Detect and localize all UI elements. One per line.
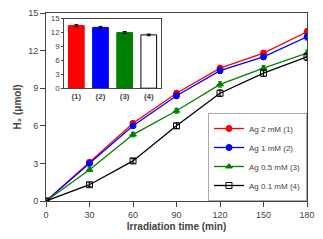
svg-text:0: 0: [33, 196, 38, 206]
svg-text:Ag 1 mM (2): Ag 1 mM (2): [249, 144, 293, 153]
svg-text:9: 9: [33, 83, 38, 93]
svg-text:90: 90: [171, 210, 181, 220]
svg-text:12: 12: [28, 46, 38, 56]
svg-text:(4): (4): [144, 92, 154, 101]
svg-text:Ag 0.5 mM (3): Ag 0.5 mM (3): [249, 163, 300, 172]
svg-text:3: 3: [55, 70, 60, 79]
svg-text:15: 15: [28, 8, 38, 18]
svg-text:(2): (2): [96, 92, 106, 101]
svg-text:0: 0: [43, 210, 48, 220]
svg-text:3: 3: [33, 159, 38, 169]
svg-text:180: 180: [299, 210, 314, 220]
svg-text:12: 12: [51, 28, 60, 37]
svg-text:150: 150: [256, 210, 271, 220]
svg-text:15: 15: [51, 14, 60, 23]
svg-text:120: 120: [212, 210, 227, 220]
svg-text:Ag 0.1 mM (4): Ag 0.1 mM (4): [249, 182, 300, 191]
svg-text:6: 6: [55, 56, 60, 65]
svg-text:Irradiation time (min): Irradiation time (min): [127, 221, 226, 232]
svg-text:60: 60: [128, 210, 138, 220]
svg-text:H₂ (μmol): H₂ (μmol): [12, 85, 23, 130]
svg-text:6: 6: [33, 121, 38, 131]
svg-text:0: 0: [55, 84, 60, 93]
svg-text:9: 9: [55, 42, 60, 51]
svg-text:(3): (3): [120, 92, 130, 101]
svg-text:30: 30: [84, 210, 94, 220]
svg-text:Ag 2 mM (1): Ag 2 mM (1): [249, 125, 293, 134]
svg-text:(1): (1): [71, 92, 81, 101]
